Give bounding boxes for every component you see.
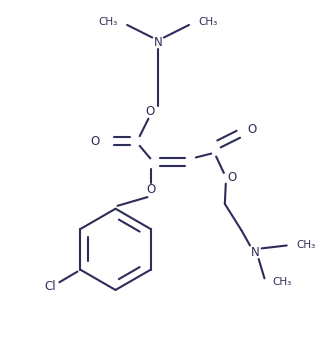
Text: CH₃: CH₃ <box>98 17 117 27</box>
Text: N: N <box>250 246 259 259</box>
Text: N: N <box>154 36 162 49</box>
Text: O: O <box>91 134 100 147</box>
Text: CH₃: CH₃ <box>272 277 292 287</box>
Text: O: O <box>228 171 237 184</box>
Text: Cl: Cl <box>44 280 56 293</box>
Text: O: O <box>147 183 156 196</box>
Text: CH₃: CH₃ <box>296 240 315 250</box>
Text: CH₃: CH₃ <box>199 17 218 27</box>
Text: O: O <box>146 105 155 118</box>
Text: O: O <box>247 123 256 136</box>
